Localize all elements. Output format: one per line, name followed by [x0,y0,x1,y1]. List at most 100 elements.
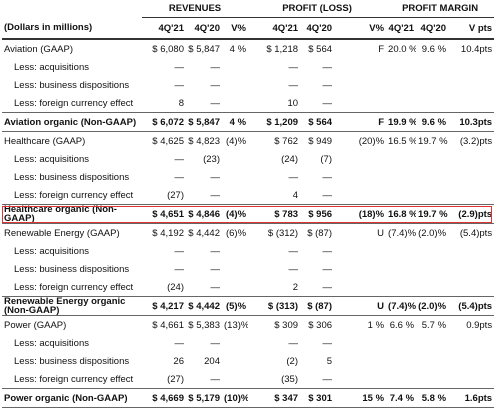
cell: (2.9)pts [448,204,495,224]
table-row: Renewable Energy (GAAP) $ 4,192 $ 4,442 (6)… [2,224,494,243]
cell: — [322,189,333,201]
cell: (4)% [225,135,247,147]
empty-cell [334,150,386,168]
empty-cell [222,186,248,205]
cell: 5.8 % [416,388,449,408]
cell: (5)% [222,296,249,316]
cell: $ 4,442 [188,227,220,239]
row-label: Healthcare organic (Non-GAAP) [2,204,142,224]
row-label: Less: business dispositions [14,355,130,367]
empty-cell [448,58,494,76]
empty-cell [386,260,416,278]
cell: — [210,281,221,293]
cell: $ 4,192 [152,227,184,239]
cell: — [322,97,333,109]
empty-cell [386,94,416,113]
cell: F [334,112,387,132]
total-row: Aviation organic (Non-GAAP) $ 6,072 $ 5,84… [2,112,495,132]
empty-cell [448,94,494,113]
cell: 16.5 % [388,135,417,147]
empty-cell [334,352,386,370]
empty-cell [416,278,448,297]
group-header: PROFIT MARGIN [386,0,495,18]
column-header: 4Q'20 [416,17,449,40]
empty-cell [222,76,248,94]
cell: 204 [204,355,220,367]
cell: (2) [286,355,299,367]
total-row: Renewable Energy organic (Non-GAAP) $ 4,2… [2,296,495,316]
cell: $ 6,072 [142,112,186,132]
empty-cell [416,58,448,76]
cell: 7.4 % [386,388,417,408]
empty-cell [386,278,416,297]
row-label: Renewable Energy organic (Non-GAAP) [2,296,142,316]
cell: (7.4)% [388,227,417,239]
cell: — [210,337,221,349]
row-label: Less: acquisitions [14,61,89,73]
group-header: REVENUES [142,0,249,18]
cell: (35) [281,373,299,385]
cell: (2.0)% [416,296,449,316]
cell: — [288,61,299,73]
cell: — [174,79,185,91]
empty-cell [416,260,448,278]
empty-cell [334,76,386,94]
cell: — [288,171,299,183]
empty-cell [334,168,386,186]
cell: — [322,373,333,385]
cell: 1 % [367,319,385,331]
cell: 10.3pts [448,112,495,132]
total-row: Healthcare organic (Non-GAAP) $ 4,651 $ 4,… [2,204,495,224]
empty-cell [416,352,448,370]
cell: 15 % [334,388,387,408]
cell: 8 [178,97,184,109]
table-row: Less: foreign currency effect 8 — 10 — [2,94,494,113]
row-label: Less: business dispositions [14,79,130,91]
empty-cell [416,150,448,168]
cell: $ 4,217 [142,296,186,316]
table-row: Less: business dispositions 26 204 (2) 5 [2,352,494,370]
cell: $ 4,661 [152,319,184,331]
empty-cell [448,186,494,205]
cell: 19.9 % [386,112,417,132]
cell: — [210,79,221,91]
cell: — [288,245,299,257]
table-row: Power (GAAP) $ 4,661 $ 5,383 (13)% $ 309 $ 30… [2,316,494,335]
cell: (27) [167,373,184,385]
empty-cell [334,58,386,76]
cell: (23) [203,153,220,165]
cell: $ 4,823 [188,135,220,147]
cell: $ 4,442 [186,296,222,316]
empty-cell [222,94,248,113]
cell: 5 [326,355,333,367]
cell: (24) [167,281,184,293]
empty-cell [416,76,448,94]
cell: 2 [292,281,299,293]
cell: — [174,245,185,257]
cell: U [334,296,387,316]
empty-cell [222,58,248,76]
cell: — [288,337,299,349]
cell: $ 4,651 [142,204,186,224]
cell: — [210,171,221,183]
column-header: (Dollars in millions) [2,17,142,40]
table-row: Less: business dispositions — — — — [2,260,494,278]
row-label: Aviation organic (Non-GAAP) [2,112,142,132]
cell: 10 [287,97,299,109]
cell: 9.6 % [416,112,449,132]
row-label: Less: foreign currency effect [14,97,134,109]
cell: 26 [173,355,184,367]
empty-cell [222,370,248,389]
empty-cell [416,168,448,186]
cell: — [322,79,333,91]
cell: $ 309 [274,319,299,331]
cell: (2.0)% [418,227,447,239]
cell: — [174,337,185,349]
cell: $ (312) [267,227,299,239]
row-label: Renewable Energy (GAAP) [4,227,120,239]
empty-cell [334,94,386,113]
row-label: Power organic (Non-GAAP) [2,388,142,408]
empty-cell [416,94,448,113]
empty-cell [222,334,248,352]
cell: 4 % [222,112,249,132]
